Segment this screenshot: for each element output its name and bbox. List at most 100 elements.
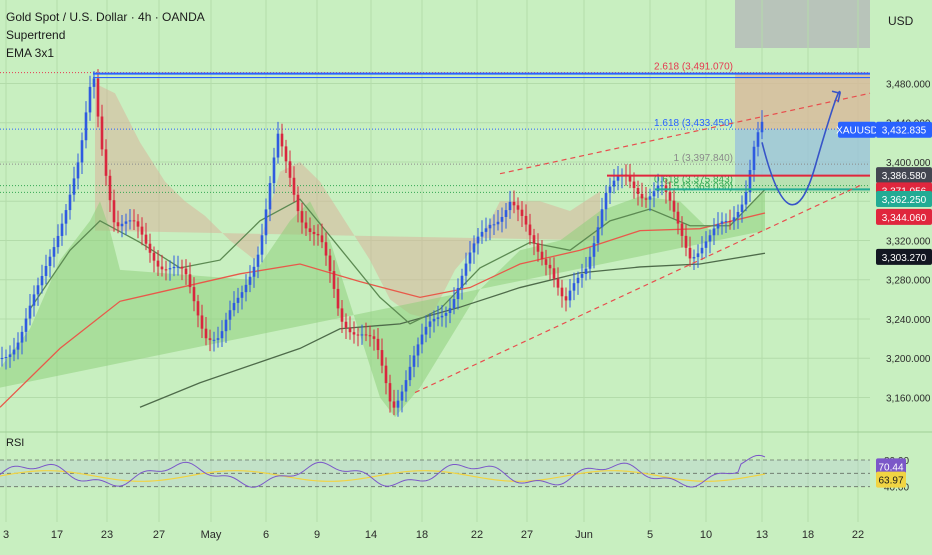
- candle-body: [432, 318, 436, 322]
- candle-body: [316, 233, 320, 236]
- time-tick-label: 22: [852, 529, 864, 541]
- candle-body: [452, 299, 456, 309]
- candle-body: [704, 241, 708, 248]
- candle-body: [580, 274, 584, 278]
- fib-level-label: 2.618 (3,491.070): [654, 62, 733, 73]
- candle-body: [372, 336, 376, 339]
- price-label-text: 3,303.270: [882, 253, 927, 264]
- candle-body: [588, 256, 592, 269]
- candle-body: [240, 292, 244, 298]
- candle-body: [212, 339, 216, 341]
- horizontal-rays: [93, 72, 870, 191]
- candle-body: [736, 211, 740, 218]
- candle-body: [64, 210, 68, 224]
- candle-body: [124, 221, 128, 224]
- ema-line: [29, 188, 766, 325]
- candle-body: [260, 235, 264, 255]
- rsi-value-box: [876, 458, 906, 475]
- price-tick-label: 3,280.000: [886, 276, 931, 287]
- forecast-path: [761, 90, 841, 206]
- supertrend-bands: [0, 83, 765, 418]
- chart-title[interactable]: Gold Spot / U.S. Dollar · 4h · OANDA: [6, 10, 205, 24]
- candle-body: [92, 78, 96, 87]
- candle-body: [536, 243, 540, 252]
- candle-body: [128, 220, 132, 222]
- time-axis[interactable]: 3 17 23 27 May 6 9 14 18 22 27 Jun 5 10 13 18 22: [3, 529, 864, 541]
- candle-body: [180, 266, 184, 269]
- candle-body: [96, 78, 100, 117]
- candle-body: [708, 235, 712, 242]
- candle-body: [552, 268, 556, 279]
- chart-legend: Gold Spot / U.S. Dollar · 4h · OANDA Sup…: [6, 8, 205, 62]
- candle-body: [184, 268, 188, 275]
- candle-body: [680, 223, 684, 236]
- candle-body: [540, 251, 544, 260]
- candle-body: [288, 161, 292, 178]
- candle-body: [312, 231, 316, 234]
- candle-body: [328, 255, 332, 272]
- candle-body: [208, 338, 212, 341]
- candle-body: [604, 193, 608, 210]
- candle-body: [640, 193, 644, 199]
- candle-body: [172, 266, 176, 269]
- candle-body: [12, 349, 16, 355]
- candle-body: [352, 332, 356, 335]
- rsi-ma-line: [0, 470, 766, 482]
- candle-body: [8, 354, 12, 358]
- candle-body: [304, 222, 308, 229]
- indicator-supertrend[interactable]: Supertrend: [6, 28, 66, 42]
- candle-body: [24, 318, 28, 332]
- candle-body: [176, 266, 180, 268]
- fib-zone-upper: [735, 73, 870, 130]
- candle-body: [160, 266, 164, 270]
- candle-body: [748, 170, 752, 193]
- candle-body: [36, 285, 40, 295]
- candle-body: [152, 252, 156, 261]
- price-tick-label: 3,400.000: [886, 158, 931, 169]
- price-tick-label: 3,480.000: [886, 79, 931, 90]
- candle-body: [532, 235, 536, 244]
- candle-body: [56, 235, 60, 248]
- fib-level-label: 0.618 (3,375.843): [654, 175, 733, 186]
- candle-body: [296, 194, 300, 212]
- candle-body: [108, 175, 112, 201]
- candle-body: [164, 269, 168, 271]
- candle-body: [720, 221, 724, 224]
- indicator-ema[interactable]: EMA 3x1: [6, 46, 55, 60]
- candle-body: [396, 400, 400, 408]
- candle-body: [480, 231, 484, 237]
- candle-body: [72, 178, 76, 195]
- candle-body: [280, 133, 284, 147]
- currency-label[interactable]: USD: [888, 14, 914, 28]
- time-tick-label: May: [201, 529, 222, 541]
- candle-body: [496, 221, 500, 225]
- price-label-text: 3,386.580: [882, 171, 927, 182]
- candle-body: [448, 308, 452, 313]
- candle-body: [672, 200, 676, 212]
- candle-body: [412, 355, 416, 367]
- time-tick-label: 3: [3, 529, 9, 541]
- time-tick-label: 13: [756, 529, 768, 541]
- candle-body: [32, 294, 36, 306]
- time-tick-label: 23: [101, 529, 113, 541]
- candle-body: [376, 338, 380, 351]
- candle-body: [140, 226, 144, 235]
- candle-body: [52, 247, 56, 257]
- price-tick-label: 3,200.000: [886, 354, 931, 365]
- candle-body: [520, 209, 524, 216]
- rsi-line: [0, 454, 766, 488]
- candle-body: [692, 257, 696, 259]
- candle-body: [756, 132, 760, 147]
- time-tick-label: 6: [263, 529, 269, 541]
- candle-body: [236, 297, 240, 303]
- candle-body: [348, 327, 352, 333]
- price-label-text: 3,362.250: [882, 195, 927, 206]
- rsi-ma-value-box: [876, 471, 906, 488]
- candle-body: [156, 260, 160, 267]
- candle-body: [712, 228, 716, 236]
- candle-body: [60, 223, 64, 236]
- candle-body: [276, 133, 280, 158]
- price-label-box: [876, 121, 932, 138]
